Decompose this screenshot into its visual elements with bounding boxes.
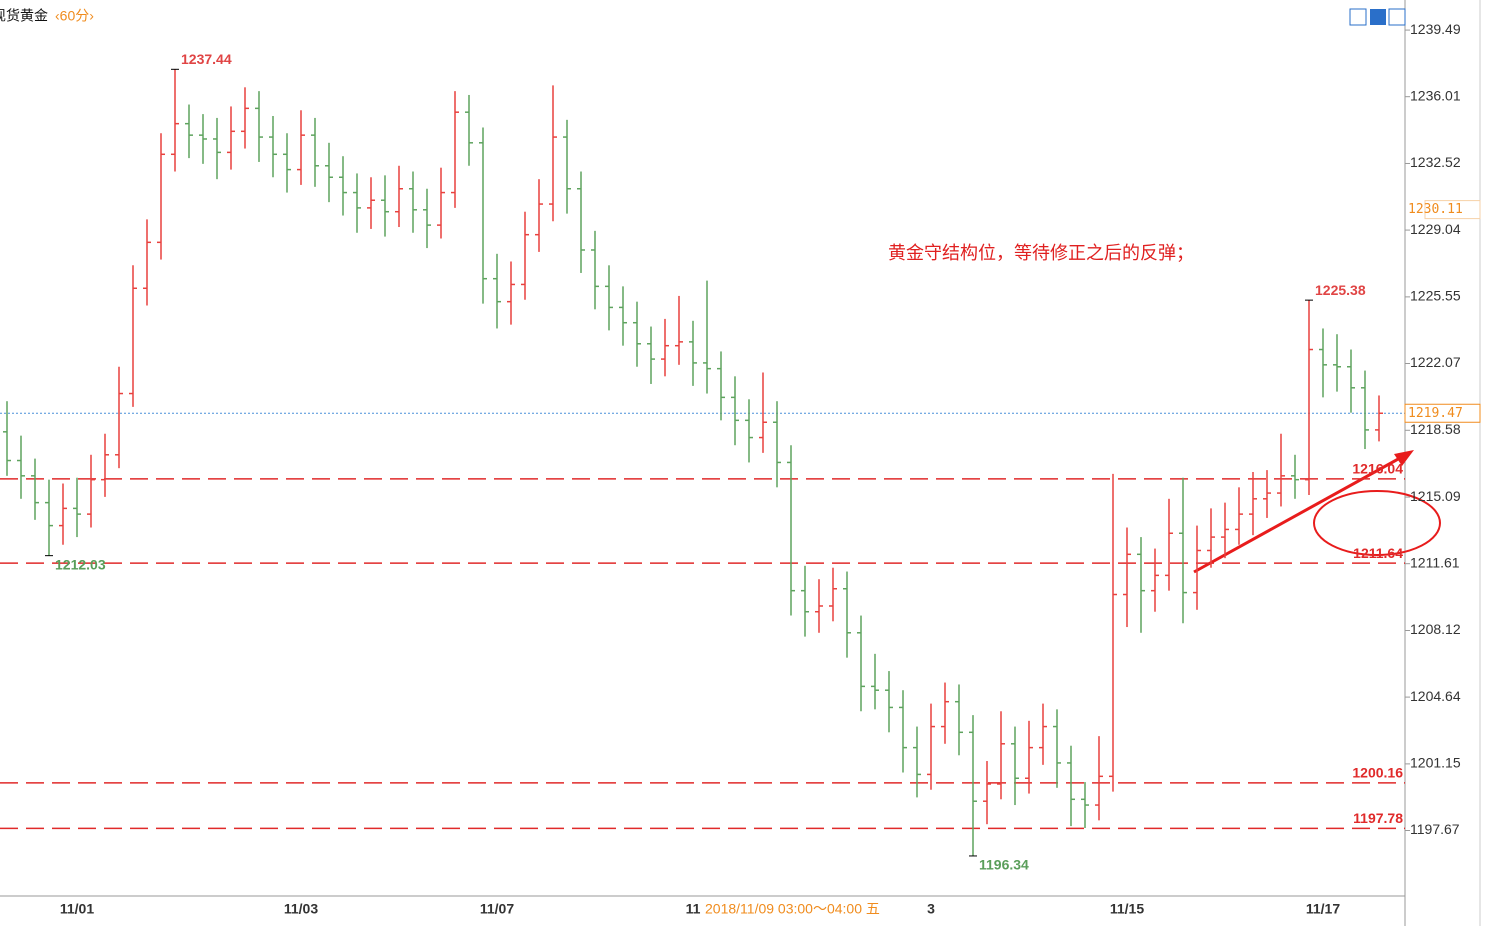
y-tick-label: 1229.04	[1410, 221, 1461, 237]
y-tick-label: 1218.58	[1410, 421, 1461, 437]
y-tick-label: 1215.09	[1410, 488, 1461, 504]
y-tick-label: 1208.12	[1410, 621, 1461, 637]
toolbar[interactable]	[1349, 8, 1406, 26]
y-tick-label: 1222.07	[1410, 354, 1461, 370]
tool-button[interactable]	[1388, 8, 1406, 26]
level-label: 1197.78	[1353, 810, 1403, 826]
current-price-box	[1404, 403, 1481, 423]
marker-price-label: 1230.11	[1408, 202, 1463, 217]
y-tick-label: 1204.64	[1410, 688, 1461, 704]
marker-price-box	[1424, 200, 1481, 220]
tool-button[interactable]	[1370, 9, 1386, 25]
y-tick-label: 1225.55	[1410, 288, 1461, 304]
arrow-head	[1394, 450, 1414, 466]
current-price-label: 1219.47	[1408, 406, 1463, 421]
arrow	[1193, 456, 1401, 574]
period: ‹60分›	[55, 8, 94, 24]
y-tick-label: 1236.01	[1410, 87, 1461, 103]
x-tick-label: 11/01	[60, 901, 94, 917]
y-tick-label: 1239.49	[1410, 21, 1461, 37]
tool-button[interactable]	[1349, 8, 1367, 26]
x-tick-label: 3	[927, 901, 935, 917]
x-tick-label: 11/15	[1110, 901, 1144, 917]
crosshair-label: 2018/11/09 03:00～04:00 五	[705, 901, 880, 917]
level-label: 1211.64	[1353, 545, 1403, 561]
x-tick-label: 11/07	[480, 901, 514, 917]
annotation: 黄金守结构位，等待修正之后的反弹；	[888, 243, 1194, 263]
low-label: 1196.34	[979, 857, 1029, 873]
x-tick-label: 11	[686, 901, 701, 917]
level-label: 1200.16	[1352, 765, 1403, 781]
y-tick-label: 1197.67	[1410, 821, 1460, 837]
highlight-ellipse	[1313, 490, 1441, 556]
y-tick-label: 1232.52	[1410, 154, 1461, 170]
low-label: 1212.03	[55, 556, 106, 572]
y-tick-label: 1201.15	[1410, 755, 1461, 771]
y-tick-label: 1211.61	[1410, 554, 1460, 570]
chart-title: 现货黄金	[0, 8, 48, 24]
high-label: 1237.44	[181, 51, 232, 67]
x-tick-label: 11/17	[1306, 901, 1340, 917]
level-label: 1216.04	[1352, 461, 1403, 477]
high-label: 1225.38	[1315, 282, 1366, 298]
x-tick-label: 11/03	[284, 901, 318, 917]
